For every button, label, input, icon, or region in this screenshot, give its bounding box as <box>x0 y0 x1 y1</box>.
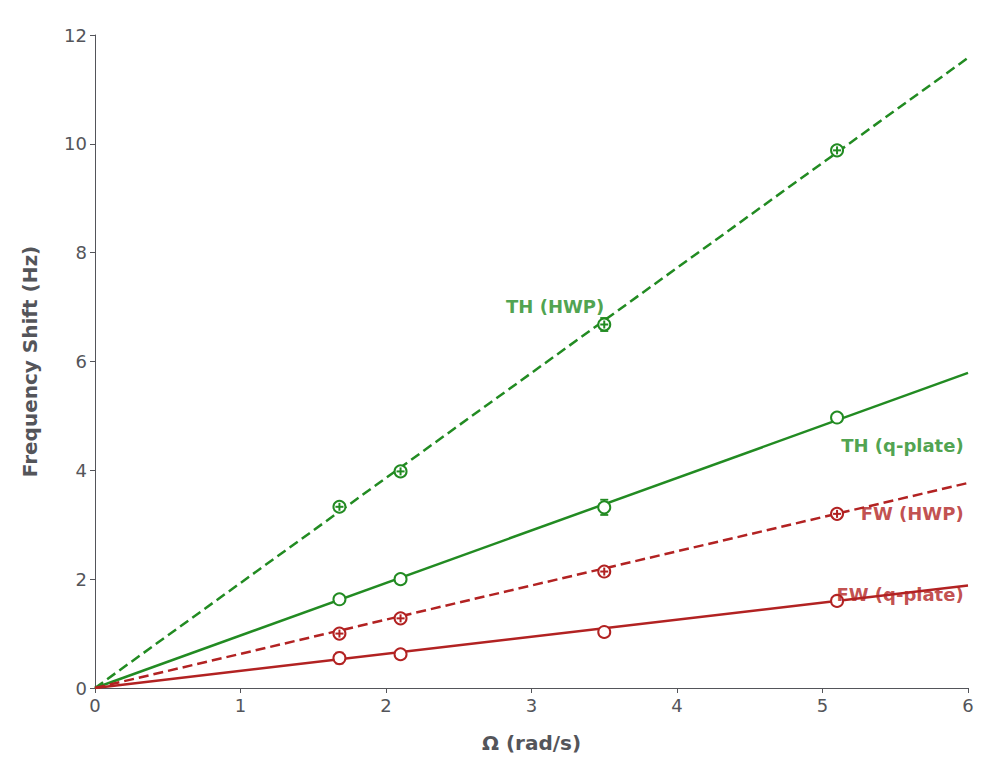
svg-text:0: 0 <box>89 695 100 716</box>
svg-text:FW (HWP): FW (HWP) <box>861 503 964 524</box>
svg-text:4: 4 <box>76 460 87 481</box>
svg-text:Frequency Shift (Hz): Frequency Shift (Hz) <box>18 246 42 477</box>
svg-text:5: 5 <box>817 695 828 716</box>
svg-text:2: 2 <box>380 695 391 716</box>
svg-text:6: 6 <box>76 351 87 372</box>
svg-text:3: 3 <box>526 695 537 716</box>
svg-text:2: 2 <box>76 569 87 590</box>
svg-text:12: 12 <box>64 25 87 46</box>
svg-text:4: 4 <box>671 695 682 716</box>
svg-text:FW (q-plate): FW (q-plate) <box>836 584 963 605</box>
svg-text:1: 1 <box>235 695 246 716</box>
svg-text:8: 8 <box>76 242 87 263</box>
svg-text:TH (HWP): TH (HWP) <box>506 296 604 317</box>
svg-text:6: 6 <box>962 695 973 716</box>
svg-text:Ω (rad/s): Ω (rad/s) <box>482 731 581 755</box>
svg-text:10: 10 <box>64 133 87 154</box>
svg-text:TH (q-plate): TH (q-plate) <box>841 435 963 456</box>
svg-text:0: 0 <box>76 678 87 699</box>
